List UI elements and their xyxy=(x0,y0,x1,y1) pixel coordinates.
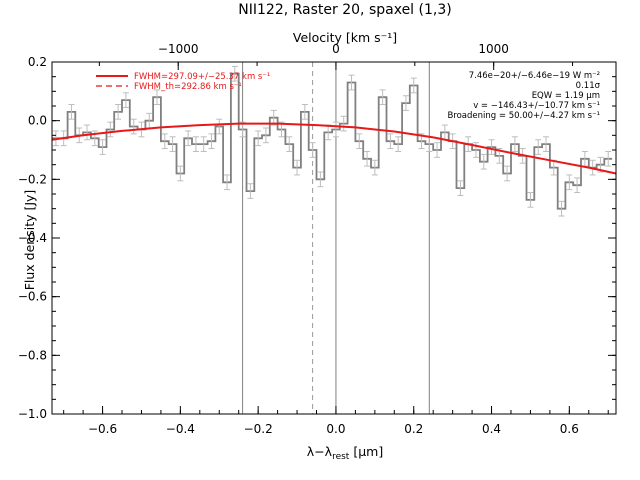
x-tick-label: 0.6 xyxy=(560,422,579,436)
x-tick-label: −0.6 xyxy=(88,422,117,436)
y-tick-label: −0.2 xyxy=(18,172,47,186)
fit-curve xyxy=(51,122,617,175)
bottom-axis-label-main: λ−λ xyxy=(307,444,333,459)
v-tick-label: 0 xyxy=(332,42,340,56)
y-tick-label: −0.6 xyxy=(18,290,47,304)
y-tick-label: −0.8 xyxy=(18,348,47,362)
legend-label-0: FWHM=297.09+/−25.37 km s⁻¹ xyxy=(134,72,270,82)
plot-area: −0.6 −0.4 −0.2 0.0 0.2 0.4 0.6 0.2 0.0 −0.2 −0.4 −0… xyxy=(18,42,617,436)
x-tick-label: 0.0 xyxy=(326,422,345,436)
annotation-3: v = −146.43+/−10.77 km s⁻¹ xyxy=(473,101,600,111)
y-axis-label: Flux density [Jy] xyxy=(22,190,37,291)
bottom-axis-label-subscript: rest xyxy=(332,452,350,462)
annotation-2: EQW = 1.19 μm xyxy=(532,91,600,101)
v-tick-label: 1000 xyxy=(478,42,509,56)
x-tick-label: −0.4 xyxy=(166,422,195,436)
x-tick-label: 0.4 xyxy=(482,422,501,436)
bottom-axis-label-unit: [μm] xyxy=(349,444,383,459)
annotation-0: 7.46e−20+/−6.46e−19 W m⁻² xyxy=(469,71,600,81)
x-tick-label: 0.2 xyxy=(404,422,423,436)
annotation-4: Broadening = 50.00+/−4.27 km s⁻¹ xyxy=(447,111,600,121)
chart-title: NII122, Raster 20, spaxel (1,3) xyxy=(238,2,451,18)
v-tick-label: −1000 xyxy=(158,42,199,56)
legend-label-1: FWHM_th=292.86 km s⁻¹ xyxy=(134,82,242,92)
y-tick-label: 0.0 xyxy=(28,114,47,128)
top-axis-label: Velocity [km s⁻¹] xyxy=(293,30,397,45)
y-tick-label: −0.4 xyxy=(18,231,47,245)
bottom-axis-label: λ−λrest [μm] xyxy=(307,444,383,462)
annotation-1: 0.11σ xyxy=(576,81,601,91)
y-tick-label: −1.0 xyxy=(18,407,47,421)
x-tick-label: −0.2 xyxy=(244,422,273,436)
y-tick-label: 0.2 xyxy=(28,55,47,69)
